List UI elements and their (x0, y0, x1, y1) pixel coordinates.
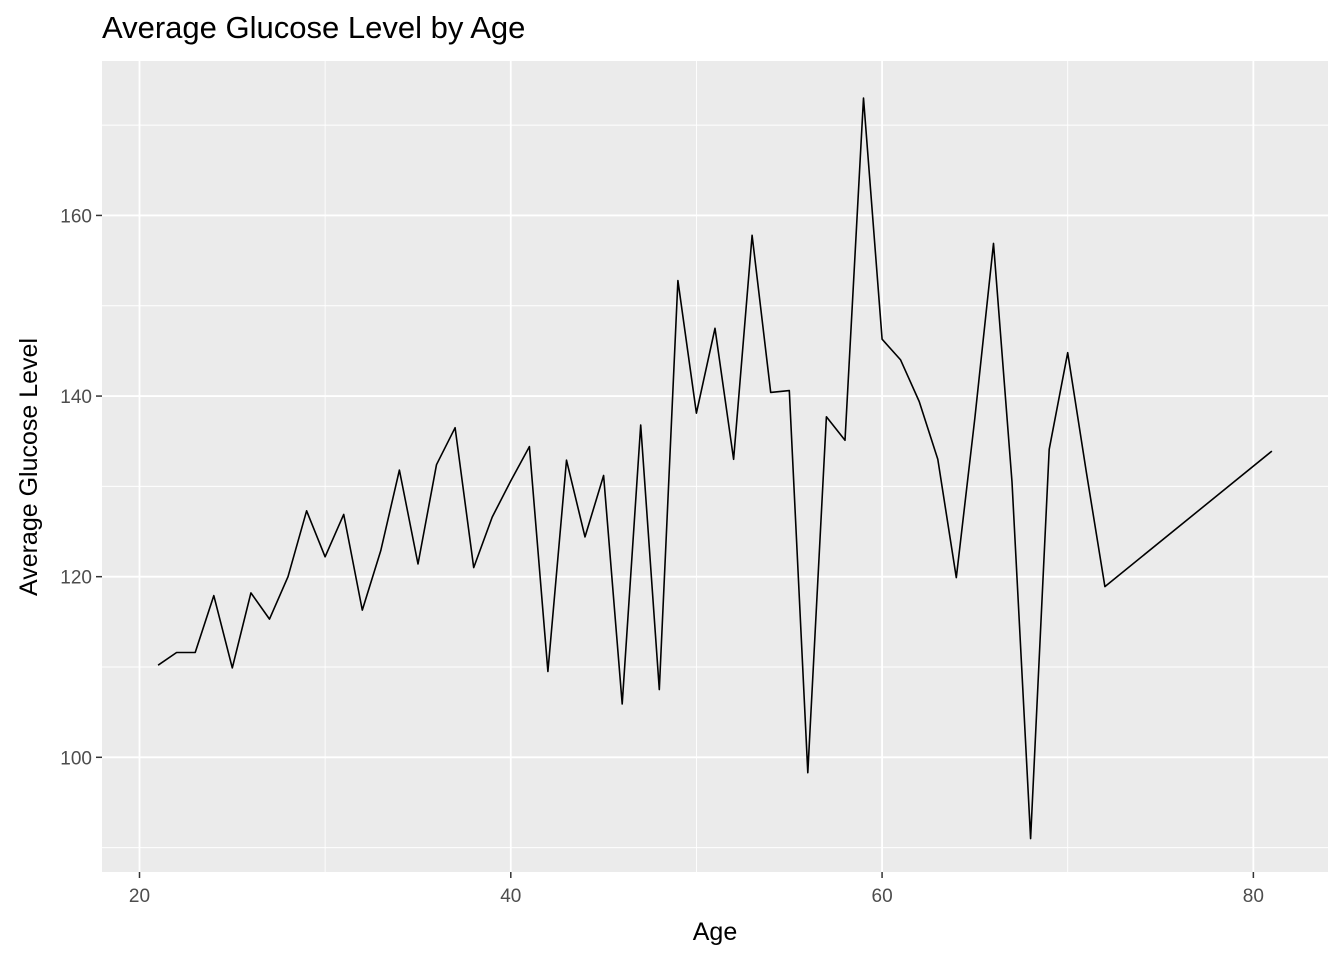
x-axis-title: Age (693, 918, 737, 946)
axis-ticks: 20 40 60 80 100 120 140 160 (60, 206, 1264, 907)
x-tick-label: 80 (1243, 886, 1264, 907)
chart-title: Average Glucose Level by Age (102, 10, 526, 45)
x-tick-label: 40 (500, 886, 521, 907)
series-group (157, 97, 1273, 840)
grid-major (102, 61, 1328, 872)
x-tick-label: 20 (129, 886, 150, 907)
y-axis-title: Average Glucose Level (15, 338, 43, 596)
x-tick-label: 60 (872, 886, 893, 907)
plot-panel (102, 61, 1328, 872)
y-tick-label: 120 (60, 568, 92, 589)
series-line (157, 97, 1273, 840)
y-tick-label: 160 (60, 206, 92, 227)
y-tick-label: 100 (60, 748, 92, 769)
grid-minor (102, 61, 1328, 872)
y-tick-label: 140 (60, 387, 92, 408)
